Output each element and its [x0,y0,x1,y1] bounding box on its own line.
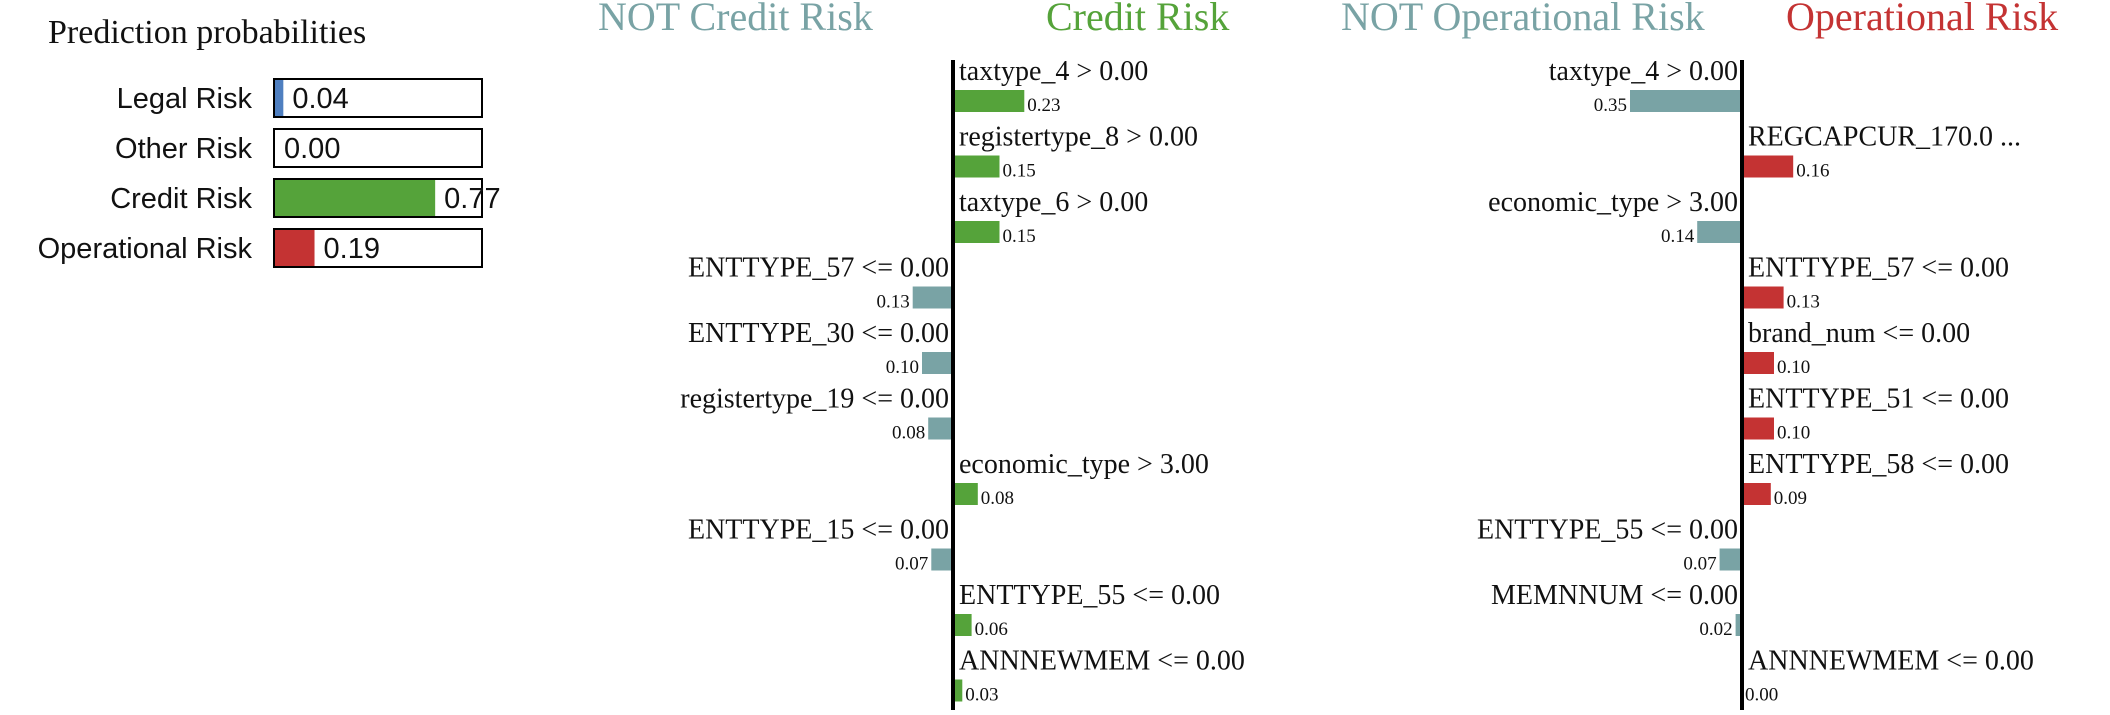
feature-bar [953,679,963,702]
feature-label: registertype_19 <= 0.00 [680,384,949,415]
feature-label: economic_type > 3.00 [1488,187,1738,218]
feature-bar [953,483,978,505]
feature-label: brand_num <= 0.00 [1748,318,1970,349]
negative-class-header: NOT Operational Risk [1341,0,1705,39]
feature-bar [1742,286,1784,309]
positive-class-header: Credit Risk [1046,0,1229,39]
feature-value-label: 0.08 [981,488,1014,509]
probability-category-label: Operational Risk [38,233,253,265]
feature-label: economic_type > 3.00 [959,449,1209,480]
prediction-probabilities-panel: Prediction probabilities Legal Risk 0.04 Ot… [38,14,501,268]
probability-value-label: 0.00 [284,133,340,165]
feature-label: ENTTYPE_57 <= 0.00 [1748,253,2009,284]
feature-label: ENTTYPE_55 <= 0.00 [959,580,1220,611]
probability-bar [275,80,284,116]
probability-bar-frame [273,78,483,118]
feature-value-label: 0.10 [1777,423,1810,444]
feature-value-label: 0.10 [886,357,919,378]
feature-bar [1697,221,1742,243]
feature-bar [953,221,1000,243]
probability-bar-frame [273,128,483,168]
feature-bar [1742,352,1774,374]
probability-bar [275,180,436,216]
feature-bar [953,614,972,636]
feature-bar [1742,483,1771,505]
feature-value-label: 0.35 [1594,95,1627,116]
feature-bar [928,417,953,440]
feature-label: taxtype_4 > 0.00 [959,56,1148,87]
feature-bar [1719,548,1742,571]
feature-value-label: 0.07 [895,554,928,575]
feature-label: ENTTYPE_51 <= 0.00 [1748,384,2009,415]
feature-value-label: 0.15 [1003,226,1036,247]
feature-value-label: 0.14 [1661,226,1695,247]
operational-risk-explanation-panel: NOT Operational Risk Operational Risk taxt… [1341,0,2058,710]
feature-value-label: 0.08 [892,423,925,444]
feature-label: ENTTYPE_30 <= 0.00 [688,318,949,349]
prediction-probabilities-title: Prediction probabilities [48,14,366,51]
probability-bar [275,230,315,266]
feature-bar [931,548,953,571]
feature-label: ANNNEWMEM <= 0.00 [959,646,1245,677]
negative-class-header: NOT Credit Risk [598,0,873,39]
feature-value-label: 0.13 [876,292,909,313]
feature-bar [953,90,1025,112]
feature-value-label: 0.00 [1745,685,1778,706]
feature-label: ENTTYPE_57 <= 0.00 [688,253,949,284]
positive-class-header: Operational Risk [1786,0,2058,39]
feature-value-label: 0.02 [1699,619,1732,640]
feature-label: ENTTYPE_55 <= 0.00 [1477,515,1738,546]
probability-category-label: Legal Risk [117,83,253,115]
feature-bar [1742,417,1774,440]
feature-value-label: 0.09 [1774,488,1807,509]
feature-value-label: 0.07 [1683,554,1716,575]
probability-value-label: 0.77 [444,183,500,215]
credit-risk-explanation-panel: NOT Credit Risk Credit Risk taxtype_4 > 0.… [598,0,1245,710]
feature-label: ANNNEWMEM <= 0.00 [1748,646,2034,677]
feature-value-label: 0.06 [975,619,1008,640]
feature-value-label: 0.10 [1777,357,1810,378]
feature-value-label: 0.13 [1787,292,1820,313]
feature-label: taxtype_6 > 0.00 [959,187,1148,218]
probability-value-label: 0.19 [324,233,380,265]
probability-category-label: Credit Risk [110,183,252,215]
feature-bar [1735,614,1742,636]
feature-label: MEMNNUM <= 0.00 [1491,580,1738,611]
feature-value-label: 0.23 [1027,95,1060,116]
feature-bar [1630,90,1742,112]
feature-value-label: 0.15 [1003,161,1036,182]
feature-bar [922,352,953,374]
feature-bar [1742,155,1794,178]
feature-label: taxtype_4 > 0.00 [1549,56,1738,87]
feature-value-label: 0.03 [965,685,998,706]
feature-value-label: 0.16 [1796,161,1829,182]
probability-category-label: Other Risk [115,133,252,165]
probability-value-label: 0.04 [292,83,348,115]
feature-label: REGCAPCUR_170.0 ... [1748,122,2021,153]
feature-label: ENTTYPE_58 <= 0.00 [1748,449,2009,480]
feature-label: ENTTYPE_15 <= 0.00 [688,515,949,546]
feature-bar [912,286,953,309]
feature-bar [953,155,1000,178]
feature-label: registertype_8 > 0.00 [959,122,1198,153]
